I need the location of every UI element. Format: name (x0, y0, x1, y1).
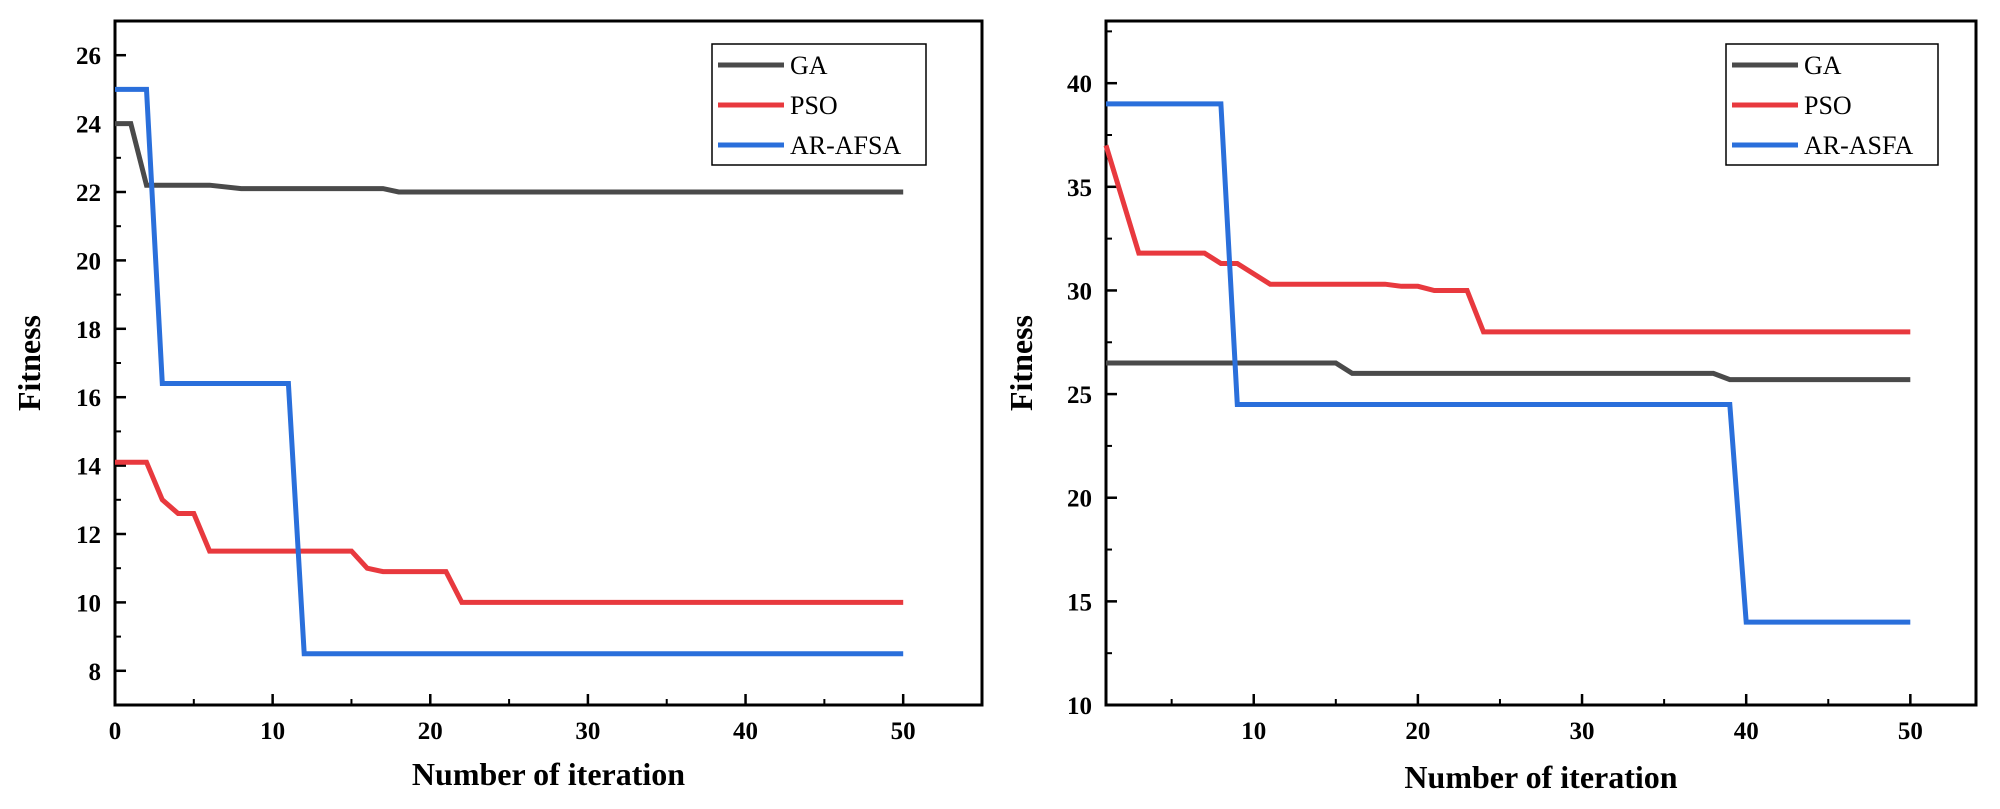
series-line-ga (1106, 360, 1911, 383)
y-tick-label: 20 (1067, 486, 1092, 513)
series-line-ar-asfa (1106, 101, 1911, 625)
y-tick-label: 26 (76, 43, 101, 70)
y-tick-label: 15 (1067, 589, 1092, 616)
chart-panel-2: 10 15 20 25 30 35 40 10 20 30 40 50 Number of iterat… (1003, 19, 1978, 795)
y-tick-label: 35 (1067, 175, 1092, 202)
y-tick-label: 30 (1067, 278, 1092, 305)
x-tick-label: 10 (1241, 718, 1266, 745)
series-line-ga (115, 121, 904, 195)
legend-label: AR-AFSA (790, 131, 901, 160)
legend-label: GA (1804, 51, 1842, 80)
x-tick-label: 40 (733, 718, 758, 745)
series-line-pso (115, 459, 904, 605)
x-tick-label: 20 (418, 718, 443, 745)
series-line-ar-afsa (115, 86, 904, 657)
legend-label: AR-ASFA (1804, 131, 1914, 160)
y-tick-label: 12 (76, 522, 101, 549)
y-tick-label: 10 (1067, 693, 1092, 720)
y-axis-title: Fitness (1003, 315, 1039, 411)
y-tick-label: 8 (89, 659, 102, 686)
y-tick-label: 14 (76, 454, 102, 481)
y-tick-label: 16 (76, 385, 101, 412)
x-axis-title: Number of iteration (1404, 759, 1677, 795)
legend-label: PSO (790, 91, 838, 120)
y-tick-label: 10 (76, 590, 101, 617)
y-tick-label: 24 (76, 112, 102, 139)
y-tick-label: 25 (1067, 382, 1092, 409)
x-axis-title: Number of iteration (412, 756, 685, 792)
y-tick-label: 40 (1067, 71, 1092, 98)
x-tick-label: 30 (1570, 718, 1595, 745)
x-tick-label: 10 (260, 718, 285, 745)
chart-panel-1: 8 10 12 14 16 18 20 22 24 26 0 10 20 30 40 50 Number of … (11, 19, 984, 792)
x-tick-label: 20 (1405, 718, 1430, 745)
legend-label: GA (790, 51, 828, 80)
series-line-pso (1103, 144, 1911, 335)
x-tick-label: 50 (891, 718, 916, 745)
x-tick-label: 40 (1734, 718, 1759, 745)
y-tick-label: 18 (76, 317, 101, 344)
y-tick-label: 22 (76, 180, 101, 207)
x-tick-label: 30 (575, 718, 600, 745)
y-axis-title: Fitness (11, 315, 47, 411)
legend: GA PSO AR-ASFA (1725, 43, 1939, 166)
x-tick-label: 50 (1898, 718, 1923, 745)
legend-label: PSO (1804, 91, 1852, 120)
legend: GA PSO AR-AFSA (711, 43, 927, 166)
x-tick-label: 0 (109, 718, 122, 745)
y-tick-label: 20 (76, 248, 101, 275)
